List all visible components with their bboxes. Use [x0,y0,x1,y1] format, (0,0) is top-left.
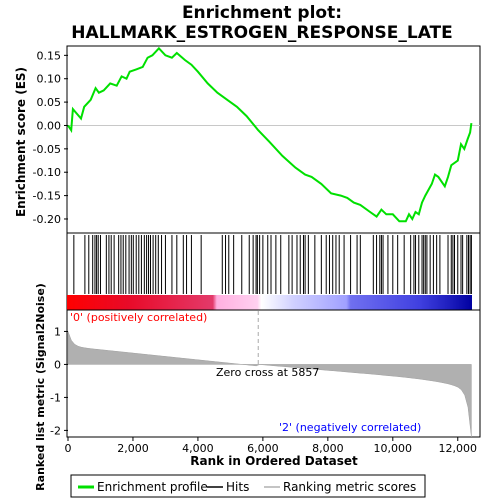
y-axis-label-top: Enrichment score (ES) [14,67,28,217]
ranking-heatmap [67,295,472,311]
ranking-metric-area [67,331,472,438]
metric-y-tick-label: -2 [50,424,61,437]
es-y-tick-label: 0.00 [37,119,62,132]
es-y-tick-label: 0.05 [37,96,62,109]
es-y-tick-label: 0.15 [37,49,62,62]
es-y-tick-label: -0.05 [33,143,61,156]
x-tick-label: 8,000 [312,442,344,455]
zero-cross-label: Zero cross at 5857 [216,366,319,379]
x-tick-label: 0 [65,442,72,455]
x-tick-label: 10,000 [374,442,413,455]
legend-es-label: Enrichment profile [97,480,208,494]
y-axis-label-bottom: Ranked list metric (Signal2Noise) [34,283,47,491]
enrichment-profile-line [67,46,473,223]
legend-metric-label: Ranking metric scores [283,480,416,494]
legend-box [70,474,426,498]
es-y-tick-label: -0.20 [33,213,61,226]
positive-correlated-label: '0' (positively correlated) [70,311,207,324]
es-y-tick-label: -0.15 [33,190,61,203]
chart-title-line2: HALLMARK_ESTROGEN_RESPONSE_LATE [71,23,453,43]
x-tick-label: 4,000 [182,442,214,455]
x-tick-label: 12,000 [439,442,478,455]
legend-hits-label: Hits [226,480,249,494]
es-panel [66,45,481,234]
metric-y-tick-label: -1 [50,391,61,404]
metric-y-tick-label: 0 [54,358,61,371]
chart-title-line1: Enrichment plot: [182,3,342,23]
negative-correlated-label: '2' (negatively correlated) [279,421,421,434]
x-axis-label: Rank in Ordered Dataset [190,454,358,468]
es-y-tick-label: 0.10 [37,73,62,86]
x-tick-label: 2,000 [117,442,149,455]
x-tick-label: 6,000 [247,442,279,455]
metric-y-tick-label: 1 [54,325,61,338]
es-y-tick-label: -0.10 [33,166,61,179]
